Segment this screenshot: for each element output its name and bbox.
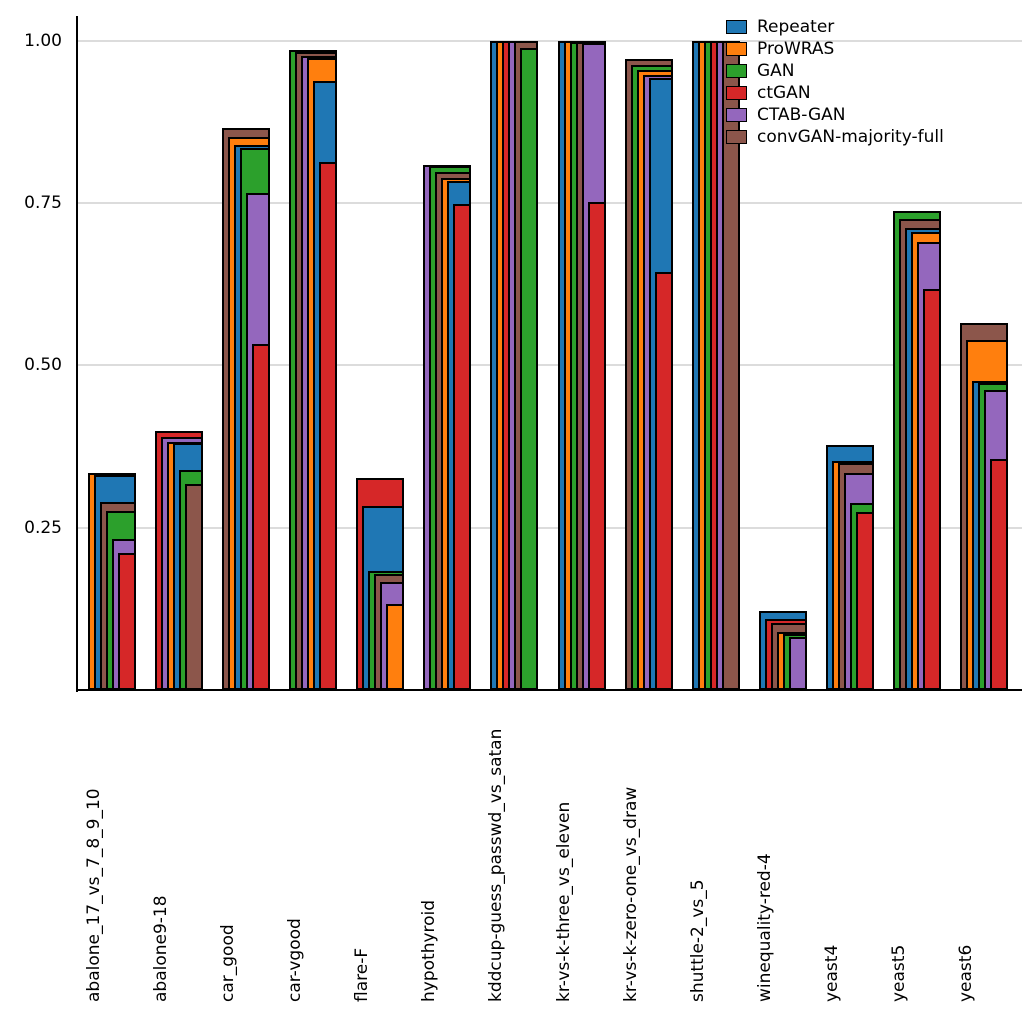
x-tick-label-yeast6: yeast6 bbox=[956, 944, 977, 1002]
bar-ctgan-car-good bbox=[251, 343, 270, 690]
bar-ctgan-car-vgood bbox=[319, 162, 337, 690]
y-tick-label-0.50: 0.50 bbox=[24, 355, 62, 376]
legend-item-ctab-gan: CTAB-GAN bbox=[726, 105, 1016, 127]
bar-cluster-yeast6 bbox=[960, 0, 1009, 690]
legend-item-gan: GAN bbox=[726, 61, 1016, 83]
y-tick-label-0.75: 0.75 bbox=[24, 192, 62, 213]
legend: Repeater ProWRAS GAN ctGAN CTAB-GAN convGAN-m… bbox=[726, 17, 1016, 149]
bar-ctgan-yeast5 bbox=[923, 288, 942, 690]
bar-cluster-hypothyroid bbox=[423, 0, 472, 690]
legend-label-convgan-majority-full: convGAN-majority-full bbox=[757, 127, 944, 147]
x-tick-label-kr-vs-k-zero-one-vs-draw: kr-vs-k-zero-one_vs_draw bbox=[620, 786, 641, 1002]
x-tick-label-winequality-red-4: winequality-red-4 bbox=[755, 853, 775, 1002]
legend-label-prowras: ProWRAS bbox=[757, 39, 835, 59]
bar-cluster-kr-vs-k-three-vs-eleven bbox=[557, 0, 606, 690]
bar-cluster-abalone9-18 bbox=[154, 0, 203, 690]
x-tick-label-abalone-17-vs-7-8-9-10: abalone_17_vs_7_8_9_10 bbox=[83, 788, 104, 1002]
bar-cluster-flare-f bbox=[356, 0, 405, 690]
x-tick-label-yeast5: yeast5 bbox=[889, 944, 910, 1002]
gridline-1.00 bbox=[78, 39, 1022, 42]
legend-label-ctab-gan: CTAB-GAN bbox=[757, 105, 846, 125]
bar-cluster-shuttle-2-vs-5 bbox=[691, 0, 740, 690]
legend-item-convgan-majority-full: convGAN-majority-full bbox=[726, 127, 1016, 149]
bar-cluster-winequality-red-4 bbox=[759, 0, 807, 690]
legend-swatch-repeater bbox=[726, 20, 747, 34]
x-tick-label-yeast4: yeast4 bbox=[822, 944, 843, 1002]
bar-prowras-flare-f bbox=[386, 604, 405, 690]
bar-cluster-car-vgood bbox=[289, 0, 337, 690]
legend-item-ctgan: ctGAN bbox=[726, 83, 1016, 105]
bar-ctgan-kr-vs-k-three-vs-eleven bbox=[587, 201, 606, 690]
x-axis-line bbox=[76, 689, 1022, 691]
x-tick-label-kr-vs-k-three-vs-eleven: kr-vs-k-three_vs_eleven bbox=[553, 801, 574, 1002]
legend-label-gan: GAN bbox=[757, 61, 795, 81]
bar-ctgan-yeast6 bbox=[990, 458, 1009, 690]
bar-ctgan-hypothyroid bbox=[453, 204, 472, 690]
bar-cluster-yeast4 bbox=[826, 0, 875, 690]
x-tick-label-flare-f: flare-F bbox=[352, 947, 373, 1002]
legend-label-ctgan: ctGAN bbox=[757, 83, 811, 103]
gridline-0.75 bbox=[78, 201, 1022, 204]
bar-gan-kddcup-guess-passwd-vs-satan bbox=[520, 48, 539, 690]
bar-cluster-kddcup-guess-passwd-vs-satan bbox=[490, 0, 539, 690]
bar-cluster-kr-vs-k-zero-one-vs-draw bbox=[624, 0, 673, 690]
x-tick-label-abalone9-18: abalone9-18 bbox=[150, 895, 171, 1002]
gridline-0.50 bbox=[78, 364, 1022, 367]
x-tick-label-shuttle-2-vs-5: shuttle-2_vs_5 bbox=[687, 879, 708, 1002]
x-tick-label-kddcup-guess-passwd-vs-satan: kddcup-guess_passwd_vs_satan bbox=[486, 728, 507, 1002]
bar-convgan-majority-full-abalone9-18 bbox=[184, 483, 203, 690]
legend-label-repeater: Repeater bbox=[757, 17, 835, 37]
x-tick-label-car-good: car_good bbox=[217, 924, 238, 1002]
bar-ctgan-abalone-17-vs-7-8-9-10 bbox=[117, 553, 136, 690]
y-tick-label-1.00: 1.00 bbox=[24, 30, 62, 51]
legend-item-repeater: Repeater bbox=[726, 17, 1016, 39]
legend-swatch-ctgan bbox=[726, 86, 747, 100]
legend-swatch-convgan-majority-full bbox=[726, 130, 747, 144]
x-tick-label-hypothyroid: hypothyroid bbox=[419, 899, 440, 1002]
bar-cluster-car-good bbox=[221, 0, 270, 690]
bar-ctgan-kr-vs-k-zero-one-vs-draw bbox=[654, 271, 673, 690]
gridline-0.25 bbox=[78, 526, 1022, 529]
bar-cluster-yeast5 bbox=[893, 0, 942, 690]
bar-cluster-abalone-17-vs-7-8-9-10 bbox=[87, 0, 136, 690]
x-tick-label-car-vgood: car-vgood bbox=[285, 918, 305, 1002]
y-tick-label-0.25: 0.25 bbox=[24, 517, 62, 538]
legend-item-prowras: ProWRAS bbox=[726, 39, 1016, 61]
bar-ctab-gan-winequality-red-4 bbox=[789, 636, 807, 690]
legend-swatch-ctab-gan bbox=[726, 108, 747, 122]
legend-swatch-prowras bbox=[726, 42, 747, 56]
legend-swatch-gan bbox=[726, 64, 747, 78]
bar-ctgan-yeast4 bbox=[856, 512, 875, 690]
y-axis-line bbox=[76, 16, 78, 692]
